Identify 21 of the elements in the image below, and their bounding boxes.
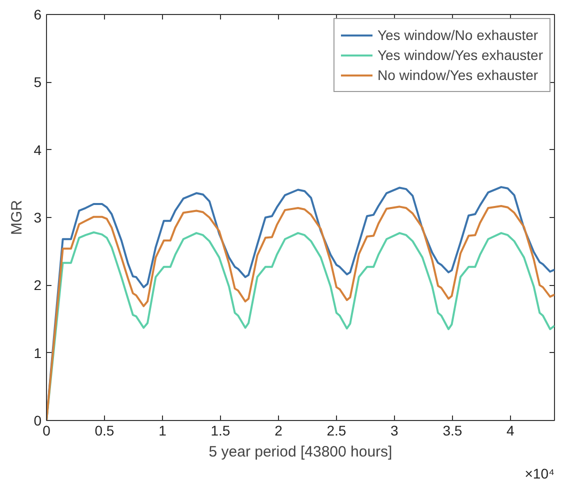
- y-tick-label: 0: [34, 412, 42, 428]
- y-axis-title: MGR: [8, 200, 26, 235]
- x-tick-label: 1.5: [210, 422, 230, 438]
- x-tick-label: 4: [506, 422, 515, 438]
- y-tick-label: 5: [34, 74, 42, 90]
- x-tick-label: 3.5: [442, 422, 462, 438]
- x-tick-label: 1: [158, 422, 167, 438]
- y-tick-label: 3: [34, 210, 42, 226]
- x-tick-label: 2: [274, 422, 283, 438]
- text: ×10⁴: [524, 466, 554, 481]
- legend-label: Yes window/No exhauster: [377, 27, 538, 43]
- y-tick-label: 6: [34, 6, 42, 22]
- y-tick-label: 1: [34, 344, 42, 361]
- x-tick-label: 3: [390, 422, 399, 438]
- x-axis-title: 5 year period [43800 hours]: [208, 444, 392, 460]
- y-tick-label: 4: [34, 142, 42, 158]
- legend-label: No window/Yes exhauster: [377, 67, 538, 83]
- x-tick-label: 0.5: [94, 422, 114, 438]
- y-tick-label: 2: [34, 277, 42, 294]
- x-tick-label: 2.5: [326, 422, 346, 438]
- legend-label: Yes window/Yes exhauster: [377, 47, 543, 63]
